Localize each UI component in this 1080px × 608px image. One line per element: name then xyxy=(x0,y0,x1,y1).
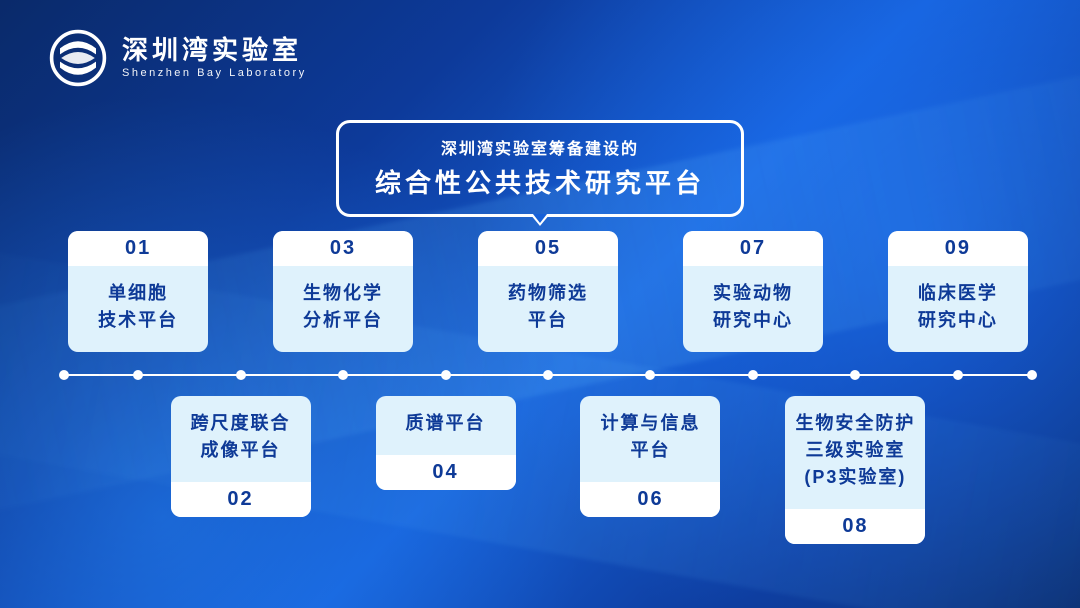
title-pointer-icon xyxy=(530,214,550,226)
axis-tick xyxy=(338,370,348,380)
platform-label: 生物化学分析平台 xyxy=(273,266,413,352)
platform-number: 01 xyxy=(68,231,208,266)
platform-number: 07 xyxy=(683,231,823,266)
axis-tick xyxy=(953,370,963,380)
axis-tick xyxy=(133,370,143,380)
platform-label: 药物筛选平台 xyxy=(478,266,618,352)
platform-card: 03生物化学分析平台 xyxy=(273,231,413,352)
logo-mark-icon xyxy=(48,28,108,88)
platform-card: 09临床医学研究中心 xyxy=(888,231,1028,352)
platform-number: 03 xyxy=(273,231,413,266)
title-line1: 深圳湾实验室筹备建设的 xyxy=(375,135,705,159)
platform-label: 生物安全防护三级实验室(P3实验室) xyxy=(785,396,925,509)
platform-card: 02跨尺度联合成像平台 xyxy=(171,396,311,517)
platform-label: 临床医学研究中心 xyxy=(888,266,1028,352)
logo-cn: 深圳湾实验室 xyxy=(122,37,307,64)
platform-label: 实验动物研究中心 xyxy=(683,266,823,352)
org-logo: 深圳湾实验室 Shenzhen Bay Laboratory xyxy=(48,28,307,88)
platform-card: 08生物安全防护三级实验室(P3实验室) xyxy=(785,396,925,544)
platform-number: 06 xyxy=(580,482,720,517)
axis-tick xyxy=(645,370,655,380)
platform-label: 计算与信息平台 xyxy=(580,396,720,482)
logo-en: Shenzhen Bay Laboratory xyxy=(122,67,307,79)
title-box: 深圳湾实验室筹备建设的 综合性公共技术研究平台 xyxy=(336,120,744,217)
axis-tick xyxy=(543,370,553,380)
platform-label: 跨尺度联合成像平台 xyxy=(171,396,311,482)
platform-number: 02 xyxy=(171,482,311,517)
platform-card: 05药物筛选平台 xyxy=(478,231,618,352)
axis-tick xyxy=(850,370,860,380)
platform-number: 08 xyxy=(785,509,925,544)
platform-card: 07实验动物研究中心 xyxy=(683,231,823,352)
logo-text: 深圳湾实验室 Shenzhen Bay Laboratory xyxy=(122,37,307,78)
platform-number: 04 xyxy=(376,455,516,490)
platform-label: 质谱平台 xyxy=(376,396,516,455)
platform-label: 单细胞技术平台 xyxy=(68,266,208,352)
platform-card: 01单细胞技术平台 xyxy=(68,231,208,352)
slide-root: 深圳湾实验室 Shenzhen Bay Laboratory 深圳湾实验室筹备建… xyxy=(0,0,1080,608)
platform-number: 09 xyxy=(888,231,1028,266)
platform-card: 06计算与信息平台 xyxy=(580,396,720,517)
platform-card: 04质谱平台 xyxy=(376,396,516,490)
axis-tick xyxy=(748,370,758,380)
axis-tick xyxy=(236,370,246,380)
title-line2: 综合性公共技术研究平台 xyxy=(375,163,705,200)
platform-number: 05 xyxy=(478,231,618,266)
axis-tick xyxy=(441,370,451,380)
